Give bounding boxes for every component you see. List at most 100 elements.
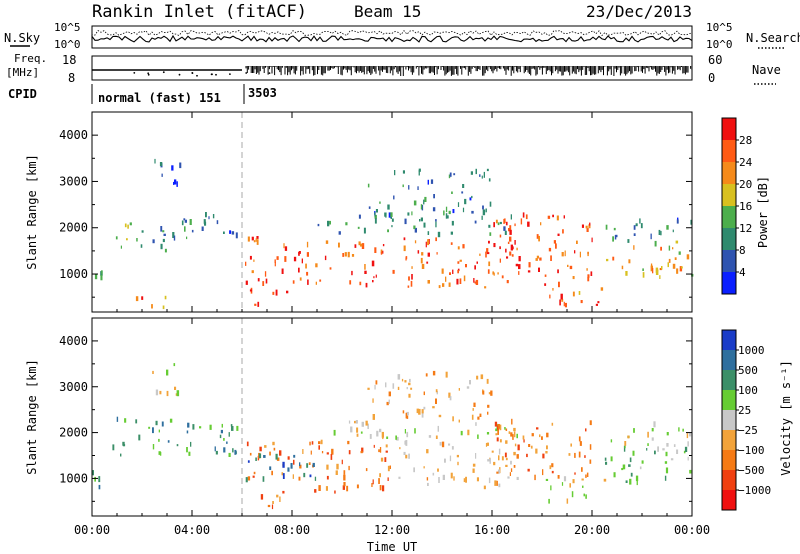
power-echo-cell: [216, 220, 219, 225]
velocity-echo-cell: [166, 390, 169, 397]
power-echo-cell: [606, 258, 609, 262]
power-echo-cell: [488, 224, 491, 228]
power-echo-cell: [100, 275, 103, 281]
velocity-echo-cell: [372, 414, 375, 420]
velocity-echo-cell: [309, 441, 311, 446]
power-echo-cell: [591, 237, 593, 243]
power-echo-cell: [518, 264, 521, 270]
power-echo-cell: [615, 234, 618, 238]
velocity-echo-cell: [534, 474, 536, 481]
velocity-echo-cell: [488, 477, 491, 484]
station-title: Rankin Inlet (fitACF): [92, 2, 307, 22]
power-echo-cell: [586, 228, 589, 232]
velocity-echo-cell: [292, 474, 294, 479]
velocity-echo-cell: [309, 474, 312, 478]
power-echo-cell: [387, 229, 389, 233]
velocity-echo-cell: [687, 441, 689, 447]
velocity-echo-cell: [299, 464, 302, 469]
time-tick-label: 12:00: [374, 523, 410, 537]
velocity-echo-cell: [657, 446, 659, 452]
velocity-echo-cell: [287, 467, 290, 472]
power-echo-cell: [459, 278, 462, 284]
velocity-colorbar-swatch: [722, 330, 736, 350]
velocity-echo-cell: [585, 494, 587, 499]
velocity-echo-cell: [120, 453, 122, 457]
velocity-echo-cell: [647, 443, 649, 446]
velocity-echo-cell: [356, 484, 359, 489]
power-echo-cell: [470, 171, 473, 175]
power-echo-cell: [374, 214, 377, 219]
power-echo-cell: [553, 240, 556, 244]
power-echo-cell: [375, 209, 378, 213]
power-echo-cell: [642, 268, 644, 271]
velocity-echo-cell: [517, 444, 520, 451]
velocity-echo-cell: [135, 419, 138, 424]
power-echo-cell: [499, 234, 502, 238]
velocity-echo-cell: [639, 466, 642, 470]
power-echo-cell: [581, 224, 584, 228]
velocity-echo-cell: [228, 452, 231, 457]
velocity-echo-cell: [215, 450, 218, 455]
velocity-echo-cell: [325, 486, 328, 491]
power-echo-cell: [518, 256, 521, 262]
power-echo-cell: [588, 224, 591, 229]
velocity-echo-cell: [473, 402, 476, 407]
power-echo-cell: [262, 281, 265, 286]
power-echo-cell: [475, 168, 477, 175]
power-echo-cell: [223, 231, 225, 234]
power-echo-cell: [374, 247, 377, 253]
power-echo-cell: [368, 206, 371, 209]
velocity-echo-cell: [457, 461, 459, 466]
velocity-echo-cell: [159, 390, 162, 395]
velocity-echo-cell: [396, 436, 399, 441]
power-echo-cell: [427, 280, 430, 284]
power-echo-cell: [351, 254, 355, 257]
velocity-echo-cell: [308, 462, 311, 465]
velocity-echo-cell: [466, 386, 470, 389]
velocity-echo-cell: [472, 408, 474, 411]
velocity-echo-cell: [483, 485, 486, 490]
power-echo-cell: [426, 261, 429, 264]
velocity-echo-cell: [641, 460, 644, 464]
velocity-echo-cell: [406, 387, 408, 390]
velocity-echo-cell: [282, 473, 285, 479]
power-echo-cell: [357, 226, 360, 229]
power-echo-cell: [580, 300, 583, 304]
velocity-echo-cell: [516, 476, 519, 480]
velocity-echo-cell: [636, 480, 638, 486]
velocity-echo-cell: [629, 478, 632, 485]
velocity-echo-cell: [654, 450, 656, 455]
velocity-echo-cell: [318, 441, 321, 445]
velocity-echo-cell: [276, 494, 279, 498]
velocity-echo-cell: [408, 382, 411, 386]
velocity-echo-cell: [386, 436, 389, 439]
power-echo-cell: [453, 173, 456, 176]
velocity-echo-cell: [405, 440, 408, 446]
power-echo-cell: [558, 281, 560, 288]
power-echo-cell: [159, 162, 163, 167]
power-colorbar-tick: 28: [739, 134, 752, 147]
power-echo-cell: [654, 240, 657, 247]
power-echo-cell: [555, 243, 557, 249]
velocity-echo-cell: [496, 471, 499, 474]
velocity-echo-cell: [155, 420, 158, 426]
power-echo-cell: [235, 232, 238, 239]
power-echo-cell: [345, 222, 348, 226]
power-echo-cell: [650, 233, 652, 240]
power-echo-cell: [417, 250, 420, 254]
time-tick-label: 00:00: [674, 523, 710, 537]
velocity-echo-cell: [536, 427, 539, 430]
power-echo-cell: [564, 302, 567, 308]
velocity-ytick-label: 3000: [59, 380, 88, 394]
power-echo-cell: [390, 217, 392, 219]
power-echo-cell: [482, 209, 486, 216]
power-echo-cell: [388, 212, 391, 218]
power-echo-cell: [154, 158, 156, 164]
velocity-echo-cell: [426, 477, 429, 481]
power-echo-cell: [488, 240, 490, 244]
power-echo-cell: [306, 271, 309, 276]
power-echo-cell: [256, 236, 259, 239]
power-echo-cell: [650, 263, 653, 266]
velocity-echo-cell: [664, 461, 668, 464]
velocity-echo-cell: [253, 471, 256, 475]
